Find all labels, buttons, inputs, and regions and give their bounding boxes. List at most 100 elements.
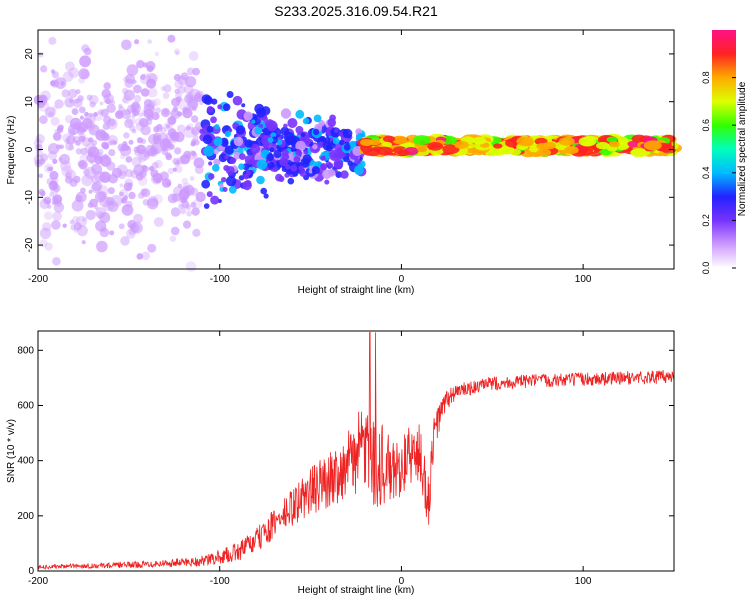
spectrogram-cell: [140, 138, 147, 144]
spectrogram-cell: [60, 81, 65, 86]
spectrogram-cell: [226, 91, 234, 98]
spectrogram-cell: [96, 240, 108, 253]
spectrogram-cell: [119, 183, 124, 188]
spectrogram-cell: [266, 153, 275, 161]
spectrogram-cell: [39, 239, 48, 248]
spectrogram-cell: [42, 222, 52, 232]
spectrogram-cell: [334, 128, 339, 133]
spectrogram-cell: [313, 114, 322, 123]
spectrogram-cell: [579, 148, 594, 156]
spectrogram-cell: [121, 39, 132, 51]
spectrogram-cell: [190, 201, 197, 208]
spectrogram-cell: [161, 138, 170, 148]
spectrogram-cell: [212, 164, 220, 172]
spectrogram-cell: [160, 107, 171, 118]
spectrogram-cell: [243, 111, 253, 121]
spectrogram-cell: [52, 105, 58, 111]
spectrogram-cell: [417, 146, 428, 153]
spectrogram-cell: [84, 166, 97, 179]
spectrogram-cell: [190, 187, 199, 196]
spectrogram-cell: [229, 157, 236, 164]
spectrogram-cell: [112, 140, 118, 145]
snr-xlabel: Height of straight line (km): [298, 585, 415, 596]
spectrogram-cell: [61, 165, 73, 177]
spectrogram-cell: [191, 207, 200, 216]
spectrogram-cell: [91, 163, 103, 175]
spectrogram-cell: [124, 178, 133, 187]
spectrogram-cell: [185, 125, 191, 131]
spectrogram-cell: [128, 139, 134, 145]
spectrogram-cell: [68, 144, 75, 151]
spectrogram-cell: [65, 171, 72, 179]
spectrogram-cell: [77, 160, 85, 168]
spectrogram-marks: [33, 34, 683, 272]
spectrogram-cell: [90, 183, 101, 194]
spectrogram-cell: [454, 140, 469, 149]
spectrogram-cell: [48, 166, 54, 171]
spectrogram-cell: [48, 180, 59, 191]
spectrogram-cell: [232, 95, 243, 106]
spectrogram-cell: [69, 178, 78, 187]
spectrogram-cell: [170, 133, 178, 140]
spectrogram-cell: [39, 115, 48, 125]
colorbar-tick-label: 0.6: [701, 119, 711, 132]
spectrogram-cell: [134, 149, 141, 157]
spectrogram-xlabel: Height of straight line (km): [298, 285, 415, 296]
spectrogram-cell: [48, 111, 54, 117]
spectrogram-cell: [174, 48, 180, 55]
spectrogram-cell: [224, 154, 229, 160]
spectrogram-cell: [66, 135, 76, 145]
spectrogram-cell: [306, 140, 311, 145]
spectrogram-cell: [176, 124, 186, 134]
spectrogram-cell: [71, 199, 84, 212]
spectrogram-cell: [136, 144, 146, 155]
y-tick-label: 400: [17, 456, 34, 467]
spectrogram-cell: [320, 155, 326, 161]
spectrogram-cell: [77, 126, 85, 133]
spectrogram-cell: [175, 165, 183, 173]
spectrogram-cell: [50, 69, 56, 74]
spectrogram-cell: [106, 103, 116, 114]
spectrogram-cell: [162, 92, 170, 100]
spectrogram-cell: [143, 104, 155, 116]
spectrogram-cell: [201, 179, 211, 189]
spectrogram-cell: [293, 156, 301, 163]
spectrogram-cell: [182, 185, 190, 193]
snr-line: [37, 332, 675, 570]
spectrogram-cell: [123, 89, 135, 101]
spectrogram-cell: [251, 119, 256, 124]
spectrogram-cell: [46, 199, 51, 205]
snr-frame: [37, 330, 675, 572]
spectrogram-cell: [52, 71, 60, 79]
spectrogram-cell: [214, 124, 220, 130]
spectrogram-cell: [320, 163, 328, 171]
spectrogram-cell: [151, 112, 160, 121]
spectrogram-cell: [202, 134, 213, 145]
spectrogram-cell: [123, 132, 130, 139]
spectrogram-cell: [280, 108, 292, 119]
colorbar-tick-label: 0.4: [701, 167, 711, 180]
spectrogram-cell: [343, 143, 351, 151]
spectrogram-cell: [427, 141, 444, 151]
spectrogram-cell: [153, 126, 160, 133]
spectrogram-cell: [75, 140, 81, 146]
spectrogram-cell: [123, 182, 133, 192]
spectrogram-cell: [108, 149, 116, 157]
x-tick-label: -200: [28, 576, 48, 587]
spectrogram-cell: [147, 195, 159, 207]
spectrogram-cell: [163, 84, 172, 93]
spectrogram-cell: [154, 51, 160, 57]
spectrogram-cell: [148, 165, 155, 172]
spectrogram-cell: [140, 88, 150, 97]
spectrogram-cell: [80, 147, 88, 156]
spectrogram-cell: [536, 143, 549, 150]
spectrogram-cell: [256, 175, 265, 185]
spectrogram-cell: [262, 116, 268, 122]
spectrogram-cell: [332, 137, 340, 145]
spectrogram-cell: [108, 118, 116, 127]
spectrogram-cell: [299, 169, 307, 177]
spectrogram-cell: [254, 103, 265, 114]
spectrogram-cell: [73, 228, 78, 233]
spectrogram-cell: [126, 64, 139, 76]
spectrogram-cell: [349, 140, 357, 149]
